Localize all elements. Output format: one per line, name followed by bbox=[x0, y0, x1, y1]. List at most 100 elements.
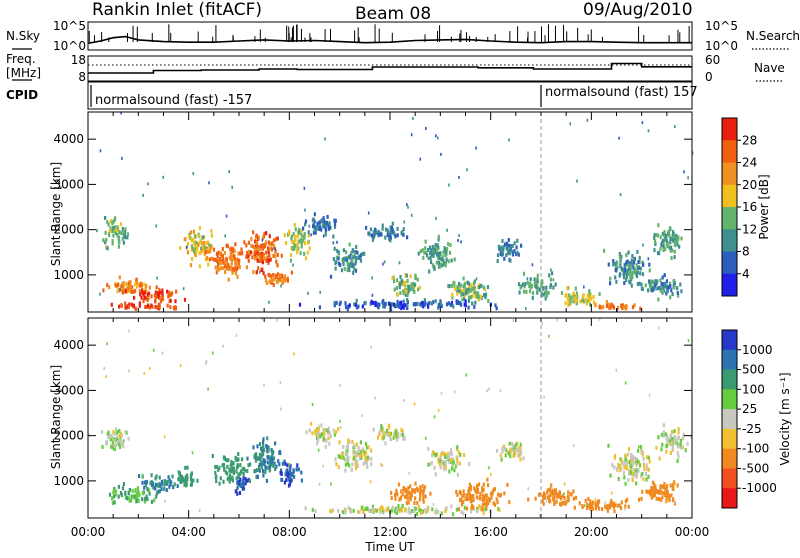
scatter-cell bbox=[278, 462, 281, 467]
scatter-cell bbox=[179, 364, 182, 368]
scatter-cell bbox=[351, 462, 354, 467]
scatter-cell bbox=[182, 287, 185, 291]
scatter-cell bbox=[572, 444, 575, 448]
scatter-cell bbox=[406, 278, 409, 283]
scatter-cell bbox=[434, 299, 437, 304]
scatter-cell bbox=[462, 288, 465, 293]
scatter-cell bbox=[628, 460, 631, 465]
colorbar-swatch bbox=[722, 273, 737, 297]
scatter-cell bbox=[392, 302, 396, 307]
scatter-cell bbox=[395, 488, 398, 493]
scatter-cell bbox=[404, 507, 407, 512]
scatter-cell bbox=[304, 506, 307, 511]
scatter-cell bbox=[130, 498, 133, 503]
scatter-cell bbox=[165, 488, 168, 493]
scatter-cell bbox=[648, 459, 651, 464]
scatter-cell bbox=[587, 496, 590, 501]
scatter-cell bbox=[344, 510, 347, 515]
scatter-cell bbox=[224, 264, 227, 269]
scatter-cell bbox=[450, 451, 453, 456]
scatter-cell bbox=[631, 472, 634, 476]
scatter-cell bbox=[413, 501, 416, 505]
scatter-cell bbox=[338, 440, 341, 445]
scatter-cell bbox=[633, 257, 636, 262]
scatter-cell bbox=[481, 497, 485, 502]
scatter-cell bbox=[293, 474, 296, 479]
scatter-cell bbox=[440, 452, 443, 457]
scatter-cell bbox=[394, 303, 397, 308]
scatter-cell bbox=[519, 450, 523, 454]
scatter-cell bbox=[567, 300, 570, 305]
scatter-cell bbox=[155, 305, 158, 310]
scatter-cell bbox=[125, 496, 129, 501]
scatter-cell bbox=[587, 296, 590, 301]
scatter-cell bbox=[389, 238, 392, 243]
scatter-cell bbox=[661, 275, 664, 280]
scatter-cell bbox=[329, 225, 332, 230]
scatter-cell bbox=[121, 289, 124, 294]
scatter-cell bbox=[430, 301, 433, 306]
scatter-cell bbox=[435, 508, 438, 513]
scatter-cell bbox=[531, 263, 534, 267]
scatter-cell bbox=[284, 278, 287, 283]
scatter-cell bbox=[159, 483, 162, 488]
scatter-cell bbox=[276, 263, 279, 268]
scatter-cell bbox=[486, 285, 490, 290]
scatter-cell bbox=[218, 465, 221, 470]
scatter-cell bbox=[572, 299, 575, 304]
scatter-cell bbox=[657, 435, 660, 440]
scatter-cell bbox=[216, 266, 219, 271]
scatter-cell bbox=[272, 243, 275, 248]
scatter-cell bbox=[659, 278, 662, 283]
scatter-cell bbox=[626, 497, 629, 502]
scatter-cell bbox=[212, 247, 216, 252]
scatter-cell bbox=[370, 462, 373, 467]
scatter-cell bbox=[549, 283, 553, 287]
scatter-cell bbox=[143, 372, 146, 375]
scatter-cell bbox=[348, 303, 351, 308]
scatter-cell bbox=[588, 503, 591, 508]
scatter-cell bbox=[459, 498, 462, 503]
scatter-cell bbox=[545, 285, 548, 290]
scatter-cell bbox=[477, 294, 481, 299]
scatter-cell bbox=[519, 457, 522, 462]
scatter-cell bbox=[169, 298, 172, 303]
scatter-cell bbox=[158, 287, 161, 292]
scatter-cell bbox=[379, 232, 382, 237]
scatter-cell bbox=[397, 482, 401, 487]
scatter-cell bbox=[318, 305, 321, 310]
scatter-cell bbox=[419, 249, 422, 254]
colorbar-swatch bbox=[722, 488, 737, 509]
scatter-cell bbox=[205, 241, 208, 245]
scatter-cell bbox=[104, 240, 107, 245]
scatter-cell bbox=[618, 273, 621, 278]
scatter-cell bbox=[317, 426, 320, 431]
scatter-cell bbox=[268, 279, 271, 284]
scatter-cell bbox=[407, 290, 410, 295]
scatter-cell bbox=[102, 288, 105, 293]
scatter-cell bbox=[112, 233, 115, 238]
scatter-cell bbox=[456, 291, 459, 296]
scatter-cell bbox=[676, 435, 679, 440]
scatter-cell bbox=[673, 500, 676, 504]
scatter-cell bbox=[293, 245, 296, 250]
scatter-cell bbox=[444, 261, 447, 265]
scatter-cell bbox=[267, 272, 270, 277]
scatter-cell bbox=[261, 246, 264, 251]
scatter-cell bbox=[101, 444, 104, 449]
scatter-cell bbox=[546, 490, 549, 495]
scatter-cell bbox=[400, 279, 403, 284]
scatter-cell bbox=[664, 237, 667, 242]
scatter-cell bbox=[272, 273, 275, 277]
frequency-line bbox=[88, 62, 692, 74]
scatter-cell bbox=[647, 455, 650, 460]
scatter-cell bbox=[212, 257, 215, 262]
colorbar-swatch bbox=[722, 251, 737, 275]
scatter-cell bbox=[681, 445, 684, 450]
scatter-cell bbox=[588, 291, 591, 296]
scatter-cell bbox=[409, 484, 412, 489]
scatter-cell bbox=[361, 414, 363, 418]
scatter-cell bbox=[670, 429, 674, 434]
scatter-cell bbox=[505, 448, 508, 453]
scatter-cell bbox=[582, 293, 585, 298]
